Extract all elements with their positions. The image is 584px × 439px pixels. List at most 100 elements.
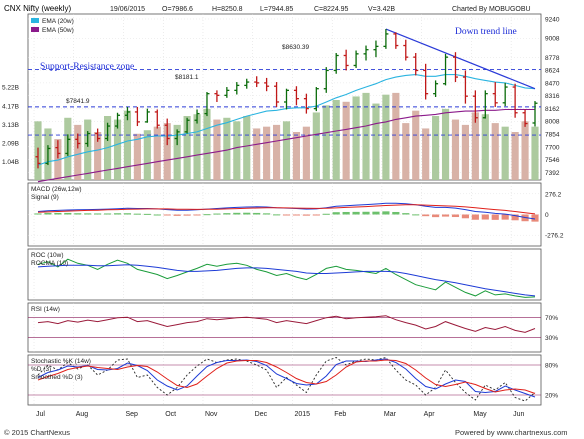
- axis-labels: Jul Aug Sep Oct Nov Dec 2015 Feb Mar Apr May Jun 924…: [2, 16, 564, 418]
- volume-bar: [521, 121, 529, 180]
- y-tick-label: 9240: [545, 16, 560, 23]
- ohlc-bar: [353, 50, 359, 68]
- panel-frames: [27, 13, 542, 406]
- ohlc-bar: [293, 86, 299, 106]
- macd-histogram-bar: [143, 213, 151, 215]
- stochastic-tick-label: 20%: [545, 393, 558, 400]
- macd-histogram-bar: [183, 214, 191, 216]
- macd-histogram-bar: [302, 214, 310, 216]
- rsi-line: [37, 315, 536, 333]
- macd-histogram-bar: [64, 212, 72, 215]
- ohlc-bar: [164, 118, 170, 146]
- macd-histogram-bar: [233, 212, 241, 215]
- macd-tick-label: -276.2: [545, 233, 564, 240]
- macd-histogram-bar: [113, 213, 122, 215]
- ohlc-bar: [124, 106, 130, 121]
- roc-legend: ROC (10w): [31, 252, 64, 259]
- signal-legend: Signal (9): [31, 194, 59, 201]
- volume-bar: [511, 132, 519, 180]
- ohlc-bar: [234, 82, 240, 95]
- price-series: [28, 28, 541, 183]
- footer-powered-by: Powered by www.chartnexus.com: [455, 428, 568, 437]
- macd-histogram-bar: [402, 213, 410, 215]
- level-7841-label: $7841.9: [66, 98, 90, 105]
- volume-bar: [372, 103, 380, 180]
- volume-bar: [94, 132, 102, 180]
- header-close: C=8224.95: [314, 6, 349, 13]
- down-trend-label: Down trend line: [455, 27, 517, 37]
- y-tick-label: 7546: [545, 157, 560, 164]
- chart-title: CNX Nifty (weekly): [4, 4, 71, 13]
- x-tick-label: Mar: [384, 411, 397, 418]
- volume-bar: [352, 96, 360, 180]
- macd-legend: MACD (26w,12w): [31, 186, 82, 193]
- ohlc-bar: [443, 53, 449, 86]
- ohlc-bar: [274, 82, 280, 107]
- stochastic-smoothed-d-line: [37, 359, 536, 394]
- volume-bar: [422, 128, 430, 180]
- stochastic-d-line: [37, 358, 536, 398]
- ohlc-bar: [482, 90, 488, 119]
- ohlc-bar: [393, 32, 399, 49]
- ohlc-bar: [134, 106, 140, 127]
- ohlc-bar: [95, 128, 101, 142]
- volume-tick-label: 1.04B: [2, 159, 19, 166]
- x-tick-label: Jul: [36, 411, 45, 418]
- signal-line: [37, 204, 536, 215]
- ema50-line: [37, 108, 535, 183]
- macd-histogram-bar: [511, 214, 519, 221]
- down-trend-line: [385, 28, 536, 90]
- macd-histogram-bar: [432, 214, 440, 218]
- x-tick-label: 2015: [294, 411, 310, 418]
- volume-bar: [292, 132, 301, 180]
- ohlc-bar: [284, 88, 289, 110]
- ohlc-bar: [105, 122, 111, 141]
- volume-bar: [233, 121, 241, 180]
- ohlc-bar: [184, 117, 190, 134]
- volume-bar: [173, 124, 181, 180]
- volume-bar: [74, 124, 82, 180]
- macd-histogram-bar: [54, 212, 62, 215]
- volume-bar: [143, 130, 151, 180]
- macd-tick-label: 276.2: [545, 191, 562, 198]
- volume-bar: [203, 108, 211, 180]
- volume-bar: [282, 121, 291, 180]
- y-tick-label: 7854: [545, 132, 560, 139]
- y-tick-label: 7392: [545, 170, 560, 177]
- macd-histogram-bar: [451, 214, 460, 218]
- ohlc-bar: [204, 92, 210, 117]
- stochastic-smoothed-d-legend: Smoothed %D (3): [31, 374, 83, 381]
- stochastic-d-legend: %D (3): [31, 366, 51, 373]
- macd-histogram-bar: [94, 213, 102, 215]
- ohlc-bar: [144, 108, 150, 123]
- volume-bar: [272, 124, 281, 180]
- volume-bar: [243, 116, 251, 180]
- x-tick-label: May: [473, 411, 487, 418]
- ohlc-bar: [343, 49, 349, 71]
- volume-bar: [312, 112, 320, 180]
- macd-histogram-bar: [74, 213, 82, 215]
- rocma-legend: ROCMA (10): [31, 260, 68, 267]
- x-tick-label: Sep: [125, 411, 138, 418]
- volume-bar: [471, 112, 479, 180]
- y-tick-label: 7700: [545, 144, 560, 151]
- charted-by: Charted By MOBUGOBU: [452, 6, 531, 13]
- level-8181-label: $8181.1: [175, 74, 199, 81]
- y-tick-label: 8008: [545, 119, 560, 126]
- ohlc-bar: [333, 53, 339, 74]
- macd-histogram-bar: [362, 211, 370, 215]
- volume-bar: [362, 92, 370, 180]
- ohlc-bar: [373, 40, 379, 58]
- stochastic-tick-label: 80%: [545, 363, 558, 370]
- y-tick-label: 8470: [545, 80, 560, 87]
- volume-bar: [382, 94, 390, 180]
- macd-histogram-bar: [253, 212, 261, 215]
- ohlc-bar: [194, 109, 200, 124]
- macd-histogram-bar: [441, 214, 450, 217]
- x-tick-label: Jun: [513, 411, 524, 418]
- volume-bar: [213, 119, 221, 180]
- ohlc-bar: [254, 76, 260, 88]
- ohlc-bar: [423, 63, 429, 100]
- ohlc-bar: [224, 87, 230, 98]
